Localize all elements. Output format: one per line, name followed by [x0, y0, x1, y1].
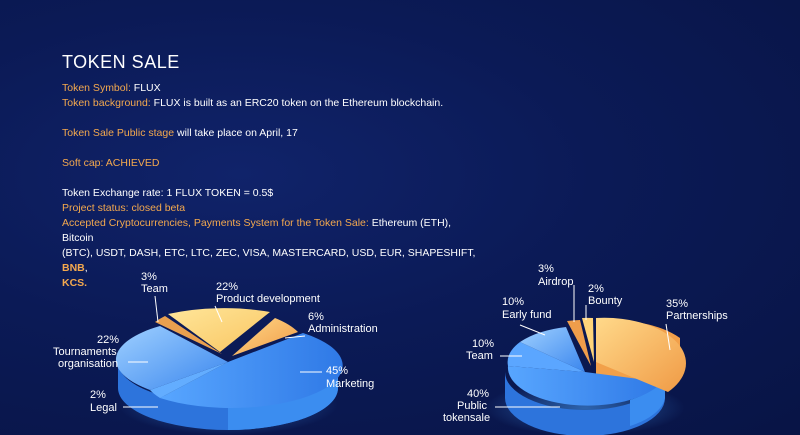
accepted-currencies-line-3: KCS.	[62, 276, 482, 291]
slice-administration	[232, 318, 298, 356]
label-bounty-pct: 2%	[588, 283, 604, 295]
right-pie-chart: 3% Airdrop 2% Bounty 35% Partnerships 40…	[443, 263, 728, 435]
label-legal-pct: 2%	[90, 389, 106, 401]
label-bounty: Bounty	[588, 295, 623, 307]
label-tournaments-1: Tournaments	[53, 346, 117, 358]
slice-legal	[150, 362, 228, 398]
label-team-right-pct: 10%	[472, 338, 494, 350]
token-symbol-line: Token Symbol: FLUX	[62, 81, 482, 96]
exchange-rate-label: Token Exchange rate: 1 FLUX TOKEN = 0.5$	[62, 187, 274, 199]
public-stage-label: Token Sale Public stage	[62, 127, 175, 139]
slice-team-right	[507, 342, 585, 372]
slice-partnerships	[596, 317, 686, 392]
accepted-value-2: (BTC), USDT, DASH, ETC, LTC, ZEC, VISA, …	[62, 247, 476, 259]
accepted-sep: ,	[84, 262, 88, 274]
label-tournaments-2: organisation	[58, 358, 118, 370]
token-background-label: Token background:	[62, 97, 151, 109]
token-symbol-value: FLUX	[133, 82, 161, 94]
label-public-pct: 40%	[467, 388, 489, 400]
accepted-label: Accepted Cryptocurrencies, Payments Syst…	[62, 217, 369, 229]
label-admin-pct: 6%	[308, 311, 324, 323]
exchange-rate-line: Token Exchange rate: 1 FLUX TOKEN = 0.5$	[62, 186, 482, 201]
label-product-pct: 22%	[216, 281, 238, 293]
slice-tournaments	[115, 326, 228, 390]
label-tournaments-pct: 22%	[97, 334, 119, 346]
label-marketing-pct: 45%	[326, 365, 348, 377]
label-team-left: Team	[141, 283, 168, 295]
slice-airdrop	[567, 320, 591, 366]
token-background-value: FLUX is built as an ERC20 token on the E…	[153, 97, 444, 109]
project-status-label: Project status: closed beta	[62, 202, 186, 214]
slice-marketing	[160, 333, 343, 408]
label-airdrop: Airdrop	[538, 276, 573, 288]
page-title: TOKEN SALE	[62, 52, 180, 72]
slice-early-fund	[520, 327, 585, 372]
accepted-currencies-line: Accepted Cryptocurrencies, Payments Syst…	[62, 216, 482, 246]
label-partnerships: Partnerships	[666, 310, 728, 322]
slice-public-tokensale	[507, 366, 662, 406]
slice-product-development	[168, 308, 270, 352]
token-sale-info: TOKEN SALE Token Symbol: FLUX Token back…	[62, 52, 482, 291]
label-public-2: tokensale	[443, 412, 490, 424]
label-partnerships-pct: 35%	[666, 298, 688, 310]
label-legal: Legal	[90, 402, 117, 414]
soft-cap-line: Soft cap: ACHIEVED	[62, 156, 482, 171]
right-pie-side-blue	[505, 372, 665, 435]
slice-team-left	[155, 316, 222, 354]
accepted-currencies-line-2: (BTC), USDT, DASH, ETC, LTC, ZEC, VISA, …	[62, 246, 482, 276]
public-stage-value: will take place on April, 17	[177, 127, 298, 139]
accepted-bnb: BNB	[62, 262, 85, 274]
accepted-kcs: KCS.	[62, 277, 88, 289]
slice-bounty	[582, 317, 594, 362]
label-airdrop-pct: 3%	[538, 263, 554, 275]
label-marketing: Marketing	[326, 378, 374, 390]
label-team-right: Team	[466, 350, 493, 362]
public-stage-line: Token Sale Public stage will take place …	[62, 126, 482, 141]
label-early-fund-pct: 10%	[502, 296, 524, 308]
left-pie-chart: 3% Team 22% Product development 6% Admin…	[53, 271, 378, 435]
accepted-value-1: Ethereum (ETH), Bitcoin	[62, 217, 452, 244]
label-public-1: Public	[457, 400, 487, 412]
label-early-fund: Early fund	[502, 309, 552, 321]
token-background-line: Token background: FLUX is built as an ER…	[62, 96, 482, 111]
project-status-line: Project status: closed beta	[62, 201, 482, 216]
label-product: Product development	[216, 293, 320, 305]
soft-cap-label: Soft cap: ACHIEVED	[62, 157, 160, 169]
label-admin: Administration	[308, 323, 378, 335]
token-symbol-label: Token Symbol:	[62, 82, 131, 94]
label-team-left-pct: 3%	[141, 271, 157, 283]
